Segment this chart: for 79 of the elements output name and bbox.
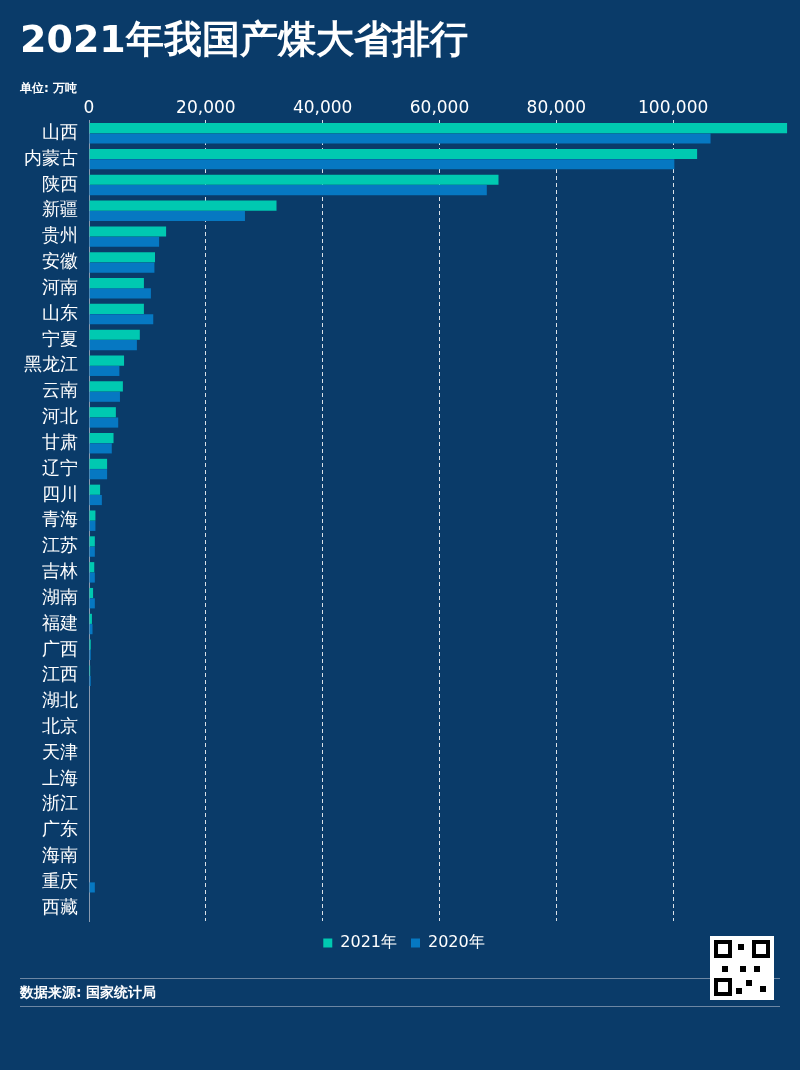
y-tick-label: 宁夏 (42, 327, 78, 349)
bar (89, 572, 95, 583)
bar (89, 381, 123, 392)
y-tick-label: 青海 (42, 508, 78, 530)
bar (89, 407, 116, 418)
y-tick-label: 天津 (42, 740, 78, 762)
bar (89, 329, 140, 340)
bar (89, 303, 144, 314)
bar (89, 174, 499, 185)
y-tick-label: 上海 (42, 766, 78, 788)
bar (89, 148, 698, 160)
y-tick-label: 四川 (42, 482, 78, 504)
bar (89, 226, 167, 237)
y-tick-label: 福建 (42, 611, 78, 633)
y-tick-label: 陕西 (42, 172, 78, 194)
y-tick-label: 河南 (42, 275, 78, 297)
bar (89, 262, 155, 273)
bar (89, 391, 120, 402)
bar (89, 252, 156, 263)
x-tick-label: 20,000 (176, 96, 236, 117)
y-tick-label: 广西 (42, 637, 78, 659)
source-note: 数据来源: 国家统计局 (20, 984, 157, 1002)
x-tick-label: 80,000 (526, 96, 587, 117)
y-tick-label: 海南 (42, 844, 78, 866)
bar (89, 355, 125, 366)
y-tick-label: 广东 (42, 818, 78, 840)
bar (89, 417, 119, 428)
bar (89, 484, 101, 495)
bar (89, 443, 112, 454)
y-tick-label: 河北 (42, 405, 78, 427)
y-tick-label: 江苏 (42, 534, 78, 556)
legend-label: 2020年 (428, 932, 485, 952)
y-tick-label: 山西 (42, 120, 78, 142)
y-tick-label: 云南 (42, 379, 78, 401)
bar (89, 598, 95, 609)
bar (89, 365, 120, 376)
bar (89, 123, 788, 134)
y-tick-label: 湖南 (42, 585, 78, 607)
y-tick-label: 江西 (42, 663, 78, 685)
bar (89, 159, 675, 170)
x-tick-label: 40,000 (292, 96, 353, 117)
bar (89, 510, 96, 521)
y-tick-label: 黑龙江 (24, 353, 78, 375)
bar (89, 536, 95, 547)
legend-label: 2021年 (340, 932, 397, 952)
x-tick-label: 60,000 (409, 96, 470, 117)
chart-title: 2021年我国产煤大省排行 (20, 16, 468, 63)
bar (89, 458, 108, 469)
y-tick-label: 甘肃 (42, 430, 78, 452)
bar (89, 882, 95, 893)
y-tick-label: 安徽 (42, 250, 78, 272)
bar (89, 278, 144, 289)
bar (89, 288, 151, 299)
y-tick-label: 北京 (42, 714, 78, 736)
bar (89, 185, 487, 196)
bar (89, 200, 277, 211)
bar (89, 133, 711, 144)
x-tick-label: 100,000 (638, 96, 709, 117)
y-tick-label: 辽宁 (42, 456, 78, 478)
y-tick-label: 湖北 (42, 689, 78, 711)
bar (89, 433, 114, 444)
y-tick-label: 内蒙古 (24, 146, 78, 168)
bar (89, 210, 245, 222)
text: 单位: 万吨 (20, 80, 77, 97)
y-tick-label: 重庆 (42, 869, 78, 891)
x-tick-label: 0 (83, 96, 95, 117)
y-tick-label: 山东 (42, 301, 78, 323)
y-tick-label: 贵州 (42, 224, 78, 246)
bar (89, 546, 95, 557)
bar (89, 236, 160, 247)
y-tick-label: 新疆 (42, 198, 78, 220)
bar (89, 494, 102, 506)
bar (89, 314, 154, 325)
y-tick-label: 西藏 (42, 895, 78, 917)
bar (89, 340, 137, 351)
y-tick-label: 浙江 (42, 792, 78, 814)
bar (89, 624, 93, 635)
bar (89, 469, 108, 480)
y-tick-label: 吉林 (42, 560, 78, 582)
